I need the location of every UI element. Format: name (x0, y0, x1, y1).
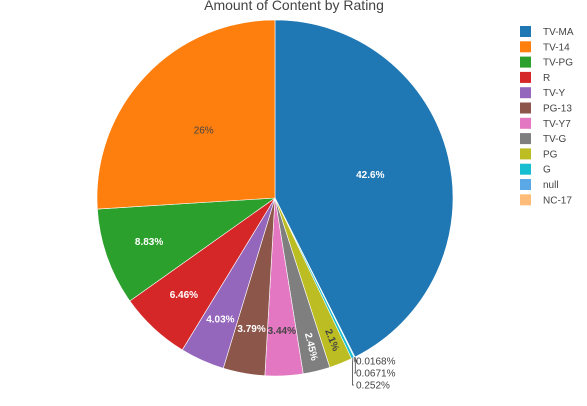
legend-swatch-tv-ma (520, 26, 531, 37)
legend-item-g[interactable]: G (520, 163, 551, 176)
legend-item-pg[interactable]: PG (520, 148, 558, 160)
legend-item-tv-g[interactable]: TV-G (520, 133, 567, 145)
legend-item-tv-y[interactable]: TV-Y (520, 87, 566, 99)
legend-label-tv-pg: TV-PG (543, 58, 573, 69)
legend-item-null[interactable]: null (520, 179, 559, 191)
pie-slice-tv-14[interactable] (96, 19, 276, 210)
legend-swatch-nc-17 (520, 194, 531, 206)
legend-label-pg: PG (543, 149, 558, 160)
legend-swatch-r (520, 71, 531, 83)
slice-label-tv-14: 26% (194, 126, 214, 137)
legend-label-tv-g: TV-G (543, 134, 567, 145)
legend-swatch-pg (520, 148, 531, 160)
legend-swatch-tv-pg (520, 56, 531, 68)
slice-label-tv-pg: 8.83% (135, 237, 163, 248)
legend-item-nc-17[interactable]: NC-17 (520, 194, 572, 206)
legend-label-r: R (543, 73, 550, 84)
legend-label-g: G (543, 165, 551, 176)
legend-label-tv-ma: TV-MA (543, 27, 574, 38)
legend-swatch-tv-g (520, 133, 531, 145)
legend-label-tv-y: TV-Y (543, 88, 566, 99)
legend-item-tv-pg[interactable]: TV-PG (520, 56, 573, 69)
pie-labels: 42.6%2.1%2.45%3.44%3.79%4.03%6.46%8.83%2… (135, 126, 396, 392)
leader-line-nc-17 (354, 356, 358, 364)
legend-label-tv-y7: TV-Y7 (543, 119, 571, 130)
outside-label-nc-17: 0.0168% (356, 357, 396, 368)
slice-label-tv-y: 4.03% (206, 314, 234, 325)
legend-swatch-g (520, 163, 531, 175)
slice-label-tv-ma: 42.6% (356, 170, 384, 181)
legend-swatch-tv-y7 (520, 117, 531, 129)
leader-line-g (352, 358, 354, 386)
legend-item-tv-14[interactable]: TV-14 (520, 41, 570, 53)
legend-swatch-null (520, 179, 531, 190)
legend-swatch-tv-y (520, 87, 531, 99)
legend-item-tv-ma[interactable]: TV-MA (520, 26, 574, 38)
slice-label-r: 6.46% (170, 290, 198, 301)
legend: TV-MA TV-14 TV-PG R TV-Y PG-13 TV-Y7 TV-G PG Gnul… (520, 26, 574, 206)
chart-title: Amount of Content by Rating (204, 0, 384, 13)
outside-label-null: 0.0671% (356, 369, 396, 380)
legend-label-nc-17: NC-17 (543, 195, 572, 206)
pie-slice-tv-pg[interactable] (97, 197, 277, 302)
pie-slice-tv-ma[interactable] (274, 19, 454, 358)
legend-label-null: null (543, 180, 559, 191)
leader-line-null (354, 357, 356, 374)
pie-slices (96, 19, 454, 377)
legend-swatch-tv-14 (520, 41, 531, 53)
legend-item-r[interactable]: R (520, 71, 550, 84)
slice-label-tv-y7: 3.44% (268, 326, 296, 337)
legend-label-tv-14: TV-14 (543, 42, 570, 53)
outside-label-g: 0.252% (356, 381, 390, 392)
legend-swatch-pg-13 (520, 102, 531, 114)
legend-label-pg-13: PG-13 (543, 104, 572, 115)
legend-item-pg-13[interactable]: PG-13 (520, 102, 572, 115)
legend-item-tv-y7[interactable]: TV-Y7 (520, 117, 571, 130)
slice-label-pg-13: 3.79% (237, 324, 265, 335)
